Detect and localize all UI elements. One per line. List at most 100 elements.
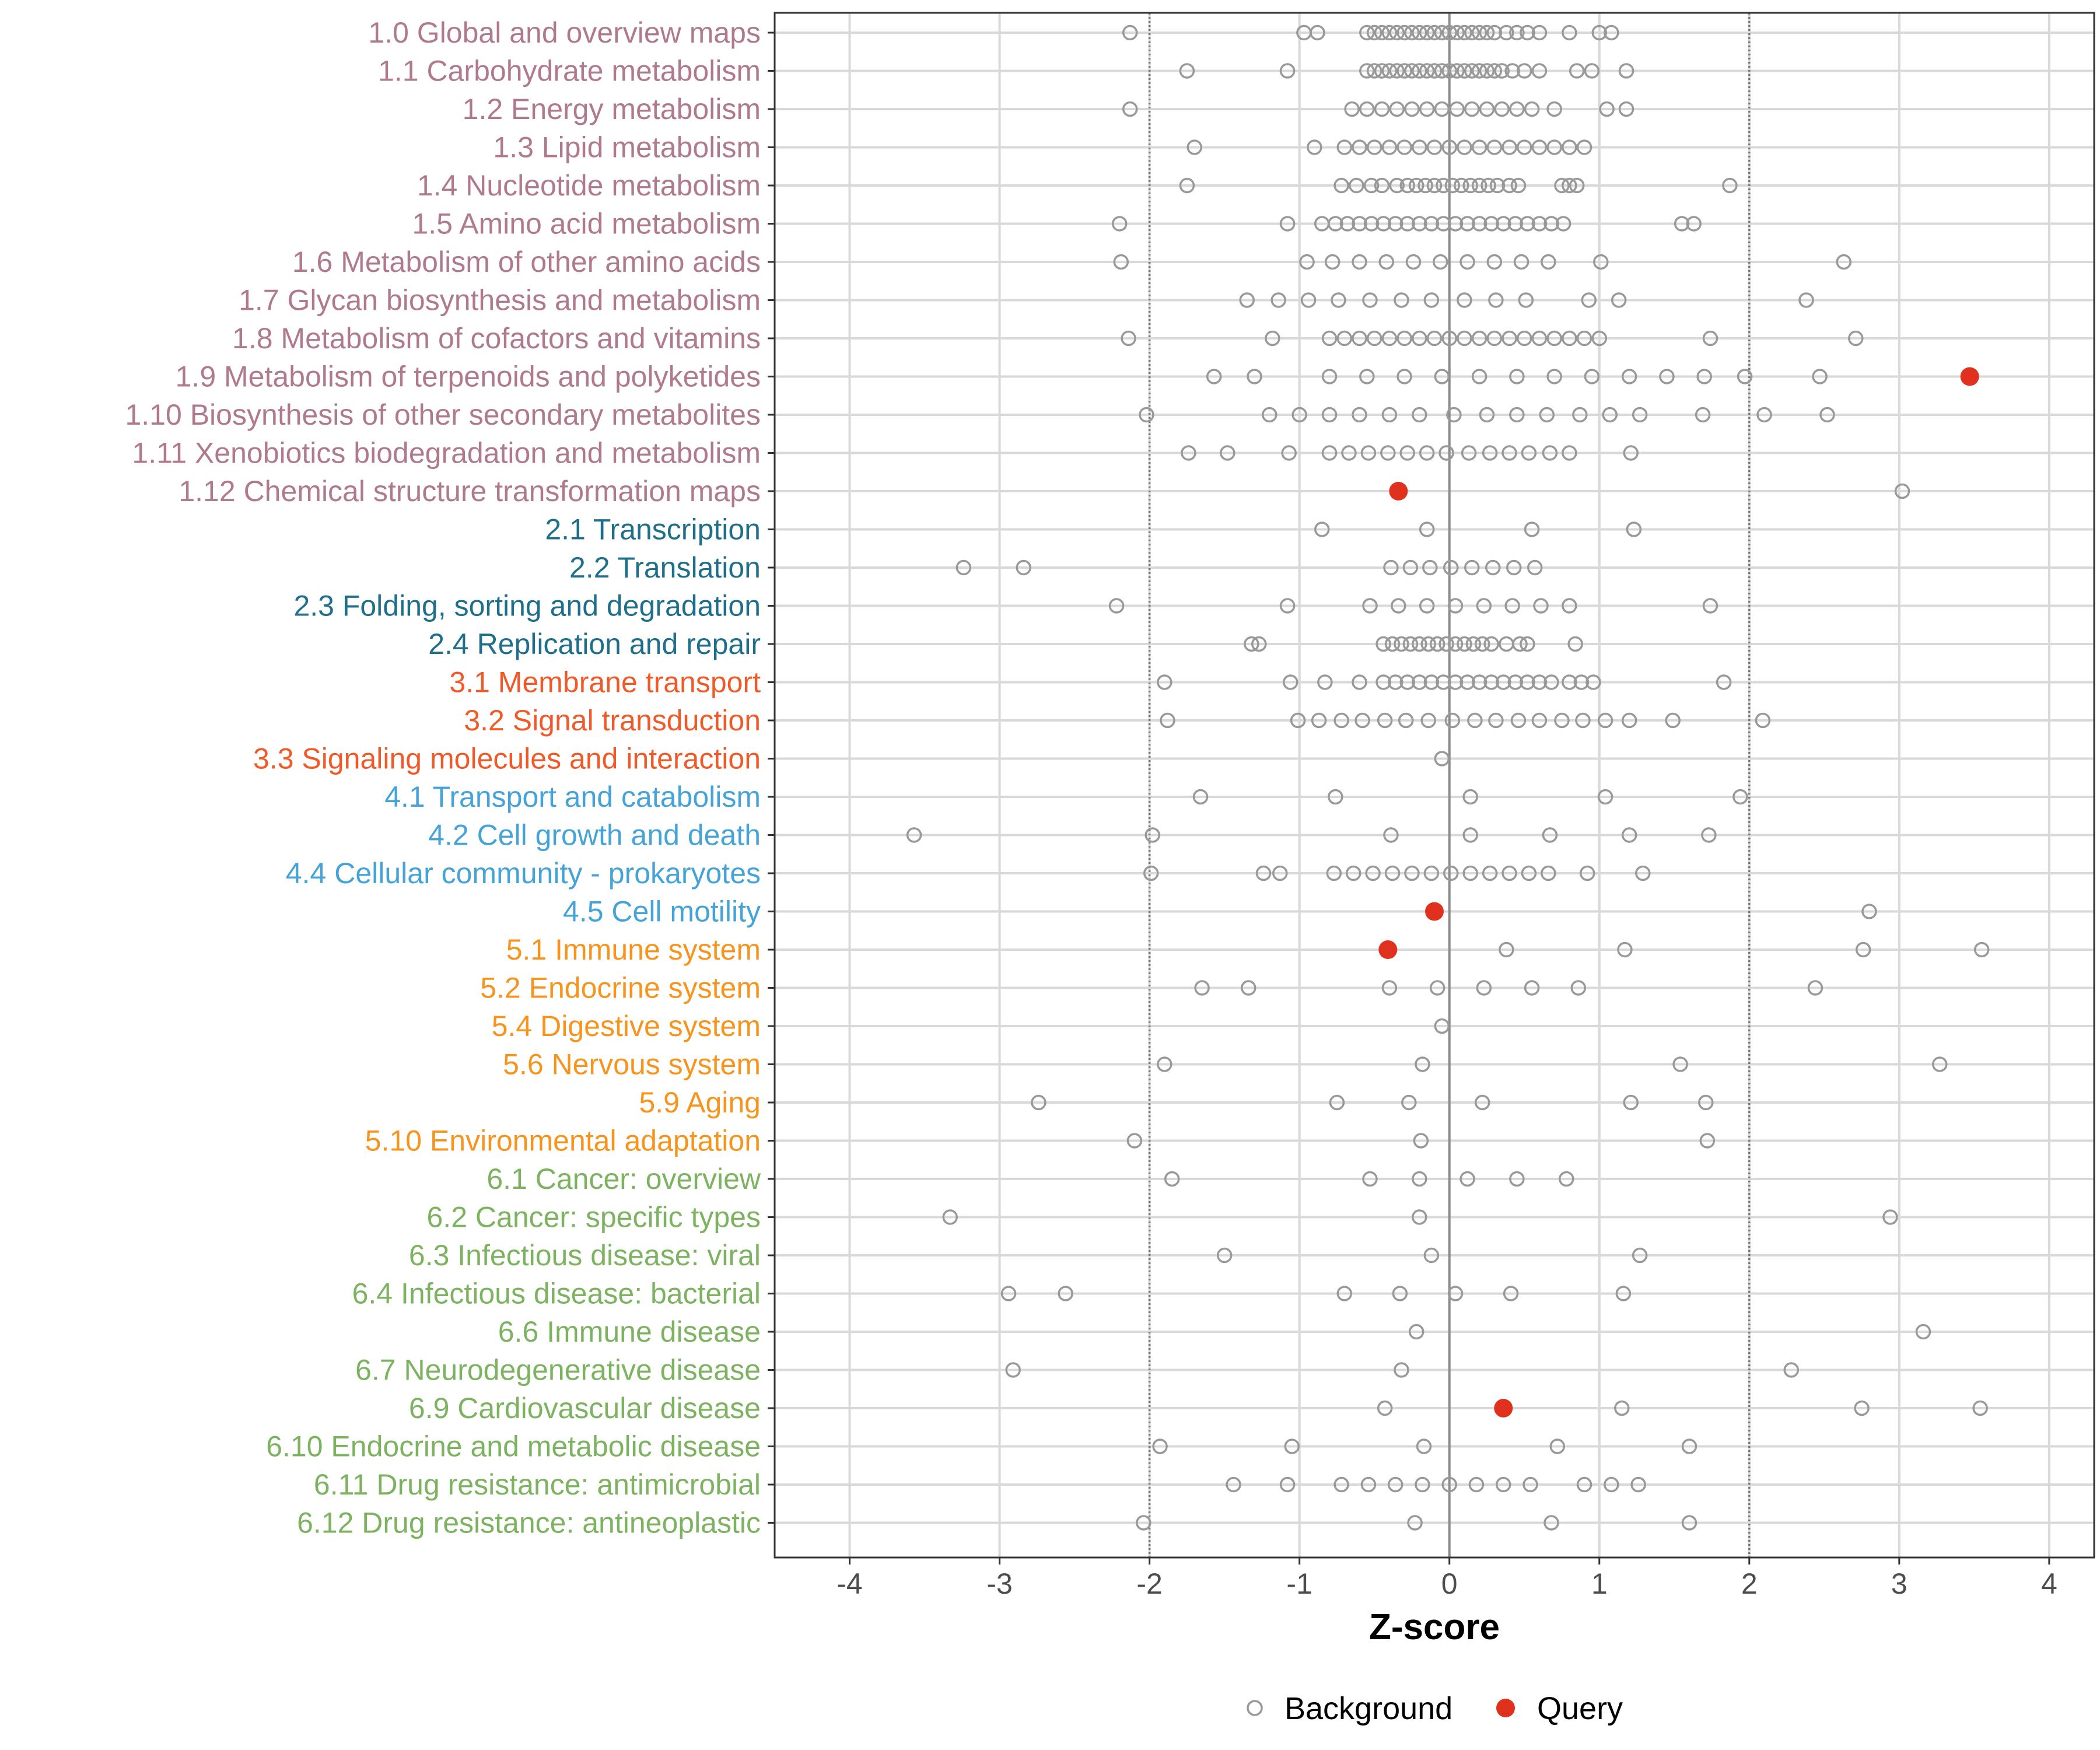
x-axis: -4 -3 -2 -1 0 1 2 3 4 [836,1558,2057,1600]
background-point [1334,712,1349,729]
background-point [1457,292,1472,308]
background-point [1755,712,1771,729]
background-point [1702,330,1718,346]
background-point [1336,1286,1353,1301]
background-point [1321,445,1338,461]
background-point [1412,24,1427,41]
legend-query-marker [1496,1699,1515,1717]
background-point [1467,712,1483,729]
background-point [1489,177,1506,194]
background-point [1404,24,1420,41]
background-point [1381,139,1398,155]
background-point [1737,369,1753,384]
background-point [1722,177,1738,194]
background-point [1572,407,1588,423]
background-point [1336,330,1353,346]
background-point [1521,445,1537,461]
background-point [1362,598,1378,614]
background-point [1384,865,1401,881]
category-label: 6.2 Cancer: specific types [427,1201,761,1234]
background-point [1321,407,1338,423]
background-point [1464,101,1480,117]
background-point [1423,292,1440,308]
background-point [1362,1171,1378,1187]
category-label: 6.7 Neurodegenerative disease [355,1354,761,1387]
background-point [1381,63,1398,79]
background-point [1482,865,1498,881]
background-point [1381,980,1398,996]
background-point [1618,63,1634,79]
background-point [1443,865,1459,881]
background-point [1973,942,1990,958]
background-point [1597,789,1614,805]
category-label: 6.1 Cancer: overview [487,1163,761,1195]
background-point [1394,636,1409,652]
background-point [1476,980,1492,996]
background-point [1502,330,1517,346]
query-point [1425,902,1444,921]
category-label: 4.4 Cellular community - prokaryotes [286,857,761,890]
background-point [1449,24,1465,41]
background-point [1160,712,1175,729]
background-point [1581,292,1597,308]
x-tick-label: 4 [2041,1567,2057,1600]
category-label: 5.9 Aging [639,1086,761,1119]
background-point [1464,559,1480,576]
background-point [1516,330,1532,346]
background-point [1396,63,1412,79]
background-point [1328,216,1343,232]
background-point [1438,636,1454,652]
background-point [1449,101,1465,117]
background-point [1604,24,1619,41]
background-point [1391,598,1406,614]
background-point [1380,445,1396,461]
background-point [1447,674,1464,690]
background-point [1444,712,1461,729]
background-point [1381,407,1398,423]
background-point [1377,1400,1393,1416]
background-point [1531,139,1548,155]
x-axis-title: Z-score [1369,1607,1500,1647]
category-label: 6.4 Infectious disease: bacterial [352,1278,761,1310]
background-point [1573,674,1590,690]
background-point [1614,1400,1630,1416]
background-point [1420,712,1436,729]
background-point [1488,712,1504,729]
background-point [1520,24,1535,41]
background-point [1362,292,1378,308]
background-point [1623,1094,1639,1111]
background-point [1352,407,1367,423]
background-point [1457,330,1472,346]
background-point [1377,712,1393,729]
background-point [1152,1438,1168,1454]
background-point [1604,1476,1619,1493]
background-point [1359,369,1375,384]
background-point [1376,636,1391,652]
category-label: 1.2 Energy metabolism [463,93,761,125]
background-point [1665,712,1681,729]
background-point [1363,177,1380,194]
background-point [1503,1286,1519,1301]
background-point [1611,292,1627,308]
background-point [1546,330,1562,346]
background-point [1562,139,1577,155]
background-point [1509,101,1525,117]
background-point [1499,942,1514,958]
background-point [1262,407,1278,423]
background-point [1471,177,1488,194]
background-point [1783,1362,1800,1378]
background-point [1681,1515,1698,1531]
background-point [1381,24,1398,41]
background-point [1462,177,1478,194]
background-point [1412,63,1427,79]
background-point [1345,865,1362,881]
background-point [1544,674,1559,690]
background-point [1541,254,1556,270]
background-point [1476,598,1492,614]
background-point [1336,139,1353,155]
panel-border [774,12,2095,1559]
background-point [1798,292,1814,308]
background-point [1374,101,1390,117]
background-point [1423,865,1440,881]
background-point [1426,177,1443,194]
